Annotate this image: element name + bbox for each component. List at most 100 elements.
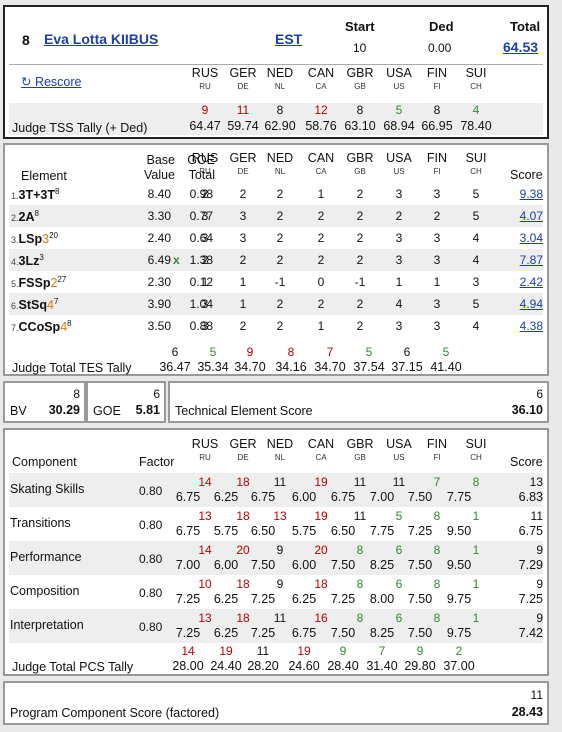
pcs-total-panel: 11 Program Component Score (factored) 28…: [3, 681, 549, 725]
judge-mark: 3: [201, 319, 209, 333]
element-score-link[interactable]: 7.87: [519, 253, 543, 267]
component-judge-value: 7.75: [369, 524, 395, 538]
tes-value: 41.40: [430, 360, 462, 374]
judge-mark: 1: [201, 275, 209, 289]
component-row: Skating Skills 0.80 14 6.75 18 6.25 11 6.75 19 6.…: [5, 474, 545, 508]
component-judge-rank: 13: [273, 509, 287, 523]
component-name: Interpretation: [10, 618, 84, 632]
bv-label: BV: [10, 404, 27, 418]
judge-code-nl: NL: [274, 167, 286, 176]
component-judge-value: 6.75: [250, 490, 276, 504]
element-score-link[interactable]: 4.07: [519, 209, 543, 223]
components-panel: Component Factor Score Judge Total PCS T…: [3, 428, 549, 676]
nation-link[interactable]: EST: [275, 31, 303, 47]
element-row: 5.FSSp227 2.30 0.12 1 1 -1 0 -1 1 1 3 2.42: [5, 273, 545, 295]
component-score: 6.83: [518, 490, 543, 504]
judge-name-ch: SUI: [465, 66, 487, 80]
judge-mark: 1: [239, 297, 247, 311]
element-bonus-x: x: [173, 253, 180, 267]
judge-mark: 4: [472, 253, 480, 267]
judge-mark: 5: [472, 297, 480, 311]
component-judge-value: 9.50: [446, 524, 472, 538]
component-name: Composition: [10, 584, 80, 598]
component-row-bg: [9, 541, 543, 575]
component-judge-value: 5.75: [213, 524, 239, 538]
col-goe-1: GOE: [187, 153, 215, 167]
component-judge-rank: 18: [236, 577, 250, 591]
element-score-link[interactable]: 3.04: [519, 231, 543, 245]
element-number: 2.: [11, 213, 19, 224]
judge-code-gb: GB: [354, 82, 366, 91]
component-judge-rank: 6: [395, 577, 403, 591]
tes-rank: 9: [246, 345, 254, 359]
judge-mark: 2: [239, 319, 247, 333]
judge-mark: 3: [239, 209, 247, 223]
element-code: FSSp: [18, 276, 51, 291]
start-label: Start: [345, 19, 375, 34]
judge-code-ca: CA: [315, 82, 327, 91]
pcs-value: 24.60: [288, 659, 320, 673]
total-value-link[interactable]: 64.53: [503, 39, 539, 55]
judge-name-fi: FIN: [426, 437, 448, 451]
component-judge-value: 7.25: [175, 626, 201, 640]
element-number: 3.: [11, 235, 19, 246]
component-judge-value: 7.50: [407, 558, 433, 572]
element-score-link[interactable]: 2.42: [519, 275, 543, 289]
pcs-rank: 7: [378, 644, 386, 658]
component-judge-rank: 10: [198, 577, 212, 591]
judge-code-fi: FI: [433, 167, 441, 176]
element-score-link[interactable]: 4.94: [519, 297, 543, 311]
component-judge-value: 6.75: [175, 490, 201, 504]
ded-value: 0.00: [428, 41, 452, 55]
judge-code-ca: CA: [315, 453, 327, 462]
col-component: Component: [12, 455, 77, 469]
judge-name-ru: RUS: [191, 151, 219, 165]
judge-code-ch: CH: [470, 82, 482, 91]
component-judge-value: 5.75: [291, 524, 317, 538]
judge-mark: 3: [395, 253, 403, 267]
judge-code-de: DE: [237, 82, 249, 91]
tss-value: 58.76: [305, 119, 337, 133]
component-judge-rank: 8: [433, 611, 441, 625]
judge-name-ca: CAN: [307, 151, 335, 165]
tes-value: 37.54: [353, 360, 385, 374]
rescore-link[interactable]: ↻ Rescore: [21, 75, 82, 89]
judge-mark: 2: [239, 253, 247, 267]
element-number: 7.: [11, 323, 19, 334]
element-name-cell: 6.StSq47: [11, 297, 58, 312]
element-goe: 1.04: [189, 297, 213, 311]
tes-panel: 6 Technical Element Score 36.10: [168, 381, 549, 423]
judge-mark: -1: [354, 275, 366, 289]
judge-mark: 5: [472, 187, 480, 201]
component-judge-value: 6.00: [291, 558, 317, 572]
judge-name-fi: FIN: [426, 66, 448, 80]
element-count: 3: [39, 253, 44, 262]
component-judge-value: 8.00: [369, 592, 395, 606]
element-score-link[interactable]: 9.38: [519, 187, 543, 201]
element-count: 8: [34, 209, 39, 218]
elements-panel: Element Base Value GOE Total Score Judge…: [3, 143, 549, 376]
bv-rank: 8: [73, 387, 80, 401]
tes-value: 36.47: [159, 360, 191, 374]
component-judge-rank: 11: [353, 509, 367, 523]
tss-rank: 11: [236, 103, 250, 117]
judge-mark: 3: [433, 319, 441, 333]
element-base: 3.30: [147, 209, 171, 223]
skater-name-link[interactable]: Eva Lotta KIIBUS: [44, 31, 159, 47]
judge-name-ca: CAN: [307, 66, 335, 80]
tes-value: 35.34: [197, 360, 229, 374]
tss-value: 78.40: [460, 119, 492, 133]
component-judge-value: 7.50: [407, 626, 433, 640]
judge-mark: 3: [433, 231, 441, 245]
element-score-link[interactable]: 4.38: [519, 319, 543, 333]
element-base: 2.30: [147, 275, 171, 289]
component-judge-value: 6.75: [330, 490, 356, 504]
judge-mark: 3: [395, 319, 403, 333]
component-judge-value: 7.00: [175, 558, 201, 572]
component-judge-value: 7.25: [175, 592, 201, 606]
component-row: Composition 0.80 10 7.25 18 6.25 9 7.25 18 6.25 8 7…: [5, 576, 545, 610]
judge-mark: 2: [276, 319, 284, 333]
component-row-bg: [9, 609, 543, 643]
element-count: 8: [55, 187, 60, 196]
element-code: 3T+3T: [18, 188, 55, 203]
